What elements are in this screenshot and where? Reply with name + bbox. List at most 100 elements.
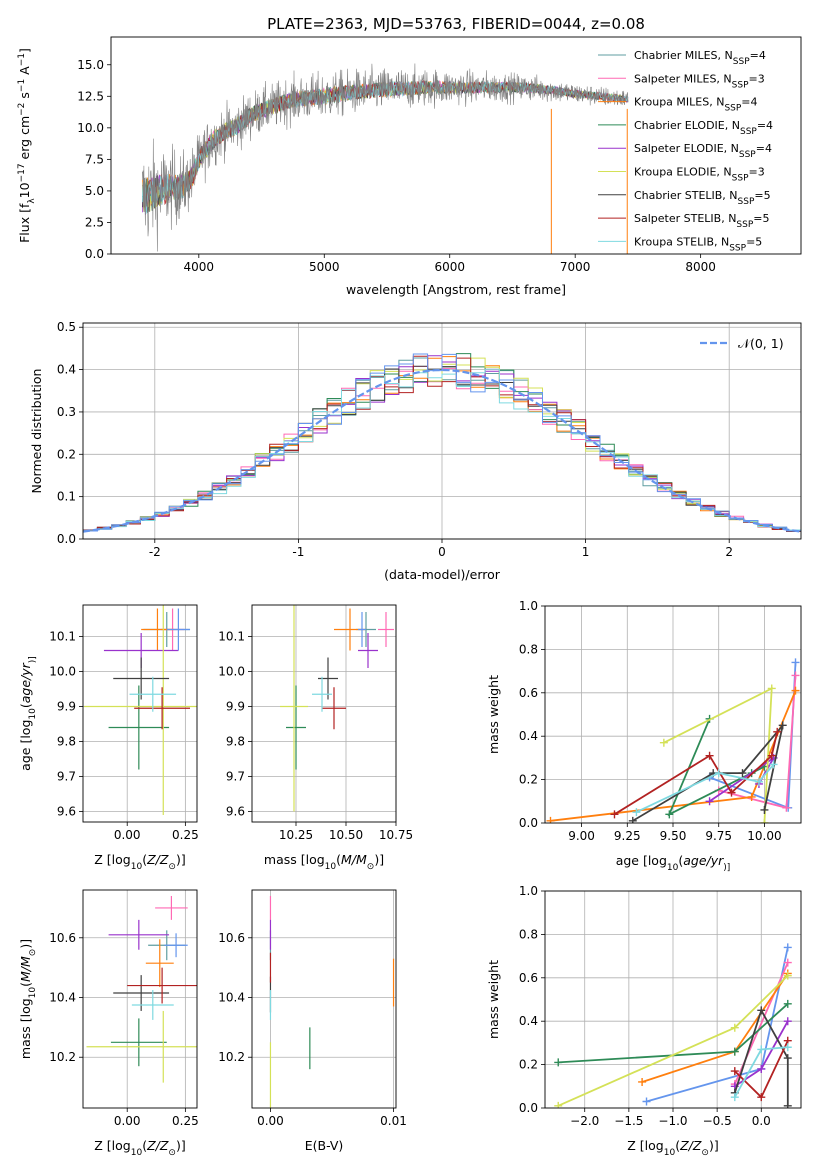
weight-point-marker <box>659 738 668 747</box>
x-tick-label: 10.50 <box>329 828 363 842</box>
x-axis-label-part: Z/Z <box>146 852 169 867</box>
y-axis-label-part: ( <box>18 982 33 987</box>
x-axis-label-part: 10 <box>664 1148 676 1158</box>
weight-series-line <box>663 686 773 823</box>
legend-label-part: SSP <box>729 243 746 253</box>
mass-vs-extinction-panel: 0.00 0.01 10.2 10.4 10.6 E(B-V) <box>218 889 407 1153</box>
x-tick-label: 7000 <box>560 260 591 274</box>
x-tick-label: 9.50 <box>660 829 687 843</box>
weight-point-marker <box>714 769 723 778</box>
y-tick-label: 0.1 <box>57 490 76 504</box>
error-bar-point <box>127 967 197 1004</box>
x-tick-label: −1.0 <box>658 1114 687 1128</box>
x-tick-label: 0.00 <box>114 1114 141 1128</box>
x-axis-label-part: 10 <box>325 862 337 872</box>
residual-histogram-step <box>83 353 801 532</box>
weight-vs-metallicity-panel: −2.0 −1.5 −1.0 −0.5 0.0 0.0 0.2 0.4 0.6 0.8 1.0 Z [… <box>486 884 802 1158</box>
x-tick-label: 10.75 <box>379 828 413 842</box>
weight-point-marker <box>757 1045 766 1054</box>
y-tick-label: 10.0 <box>49 665 76 679</box>
weight-point-marker <box>760 805 769 814</box>
error-bar-point <box>318 657 338 700</box>
weight-point-marker <box>705 751 714 760</box>
x-axis-label-part: Z/Z <box>146 1138 169 1153</box>
weight-point-marker <box>738 769 747 778</box>
error-bar-point <box>155 895 188 920</box>
legend-label-part: SSP <box>738 197 755 207</box>
x-tick-label: -1 <box>292 545 304 559</box>
legend-label-part: SSP <box>724 104 741 114</box>
legend-label: Salpeter MILES, NSSP=3 <box>634 72 765 90</box>
legend-label-part: =4 <box>757 119 773 132</box>
y-tick-label: 0.0 <box>85 247 104 261</box>
spectrum-panel: 4000 5000 6000 7000 8000 0.0 2.5 5.0 7.5 10.0 12.5… <box>17 15 802 297</box>
weight-series-line <box>709 662 797 810</box>
weight-series <box>638 969 792 1086</box>
weight-point-marker <box>554 1058 563 1067</box>
y-tick-label: 10.6 <box>49 931 76 945</box>
y-axis-label-part: ⊙ <box>28 949 38 957</box>
weight-point-marker <box>665 810 674 819</box>
x-tick-label: 0.00 <box>257 1114 284 1128</box>
weight-point-marker <box>757 1064 766 1073</box>
y-axis-label-part: age/yr <box>18 662 33 703</box>
x-tick-label: 10.25 <box>279 828 313 842</box>
weight-point-marker <box>610 810 619 819</box>
error-bar-point <box>358 612 366 647</box>
y-tick-label: 12.5 <box>77 89 104 103</box>
x-axis-label-part: Z [log <box>627 1138 663 1153</box>
x-axis-label-part: ( <box>678 853 683 868</box>
y-tick-label: 0.0 <box>519 1101 538 1115</box>
weight-vs-age-panel: 9.00 9.25 9.50 9.75 10.00 0.0 0.2 0.4 0.6 0.8 1.0 a… <box>486 599 802 873</box>
y-axis-label-part: age [log <box>18 720 33 771</box>
y-tick-label: 1.0 <box>519 599 538 613</box>
y-axis-label-part: M/M <box>18 956 33 982</box>
x-axis-label-part: mass [log <box>264 852 325 867</box>
weight-point-marker <box>727 788 736 797</box>
axes-frame <box>110 36 802 255</box>
legend-label-part: SSP <box>740 127 757 137</box>
y-tick-label: 10.2 <box>218 1050 245 1064</box>
residual-histogram-panel: -2 -1 0 1 2 0.0 0.1 0.2 0.3 0.4 0.5 (data-model)/er… <box>29 320 802 582</box>
y-tick-label: 0.2 <box>519 773 538 787</box>
legend-label-part: Salpeter MILES, N <box>634 72 732 85</box>
legend-label: Salpeter ELODIE, NSSP=4 <box>634 142 772 160</box>
y-axis-label-part: )] <box>18 939 33 949</box>
legend-label-part: SSP <box>739 150 756 160</box>
weight-series <box>730 1043 792 1102</box>
error-bar-point <box>84 605 197 815</box>
legend-label: Chabrier ELODIE, NSSP=4 <box>634 119 773 137</box>
plot-area <box>269 895 395 1108</box>
x-axis-label-part: age [log <box>616 853 667 868</box>
x-axis-label-part: Z [log <box>94 852 130 867</box>
x-axis-label-part: )] <box>723 863 730 873</box>
weight-series <box>628 721 787 823</box>
error-bar-point <box>134 687 191 730</box>
y-axis-label-part: −17 <box>17 163 27 182</box>
legend-label-part: Chabrier MILES, N <box>634 49 733 62</box>
error-bar-point <box>378 612 394 647</box>
weight-point-marker <box>778 721 787 730</box>
weight-series <box>659 684 776 823</box>
error-bar-point <box>108 685 170 770</box>
weight-series-line <box>667 718 765 817</box>
weight-series <box>554 999 792 1067</box>
weight-point-marker <box>769 760 778 769</box>
y-tick-label: 15.0 <box>77 58 104 72</box>
plot-area <box>86 895 197 1083</box>
y-axis-label-part: −1 <box>17 79 27 92</box>
y-tick-label: 9.9 <box>57 700 76 714</box>
legend-label-part: Kroupa STELIB, N <box>634 235 729 248</box>
x-axis-label-part: ( <box>142 852 147 867</box>
plot-area <box>280 605 394 812</box>
y-tick-label: 10.6 <box>218 931 245 945</box>
legend-label-part: =5 <box>746 235 762 248</box>
legend-label-part: Kroupa ELODIE, N <box>634 166 732 179</box>
y-axis-label-part: erg cm <box>17 116 32 164</box>
y-tick-label: 2.5 <box>85 215 104 229</box>
x-axis-label: Z [log10(Z/Z⊙)] <box>94 852 185 872</box>
x-tick-label: −0.5 <box>703 1114 732 1128</box>
y-tick-label: 9.9 <box>226 700 245 714</box>
y-tick-label: 5.0 <box>85 184 104 198</box>
